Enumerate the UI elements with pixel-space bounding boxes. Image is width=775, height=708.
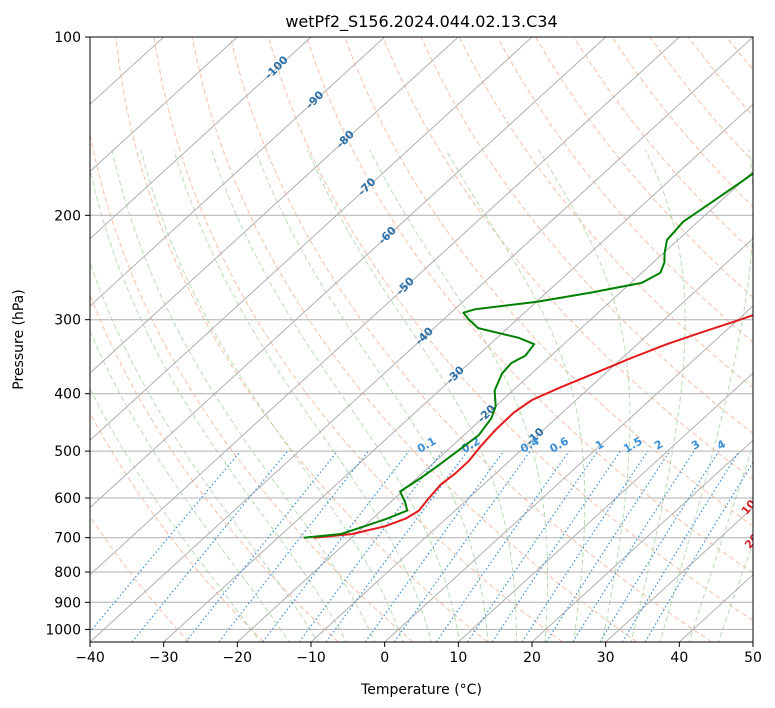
moist-adiabat-label: 20 [742, 531, 762, 551]
series-layer [303, 172, 753, 539]
mixing-ratio-line [90, 450, 242, 633]
y-tick-label: 200 [54, 208, 81, 224]
moist-adiabat [90, 329, 290, 642]
isotherm-line [457, 372, 753, 642]
mixing-ratio-line [262, 450, 410, 642]
mixing-ratio-line [572, 450, 695, 642]
isotherm-line [163, 103, 753, 642]
moist-adiabat [717, 542, 753, 642]
y-tick-label: 1000 [45, 622, 81, 638]
mixing-ratio-line [435, 450, 570, 642]
isotherm-line [90, 37, 459, 374]
mixing-ratio-line [364, 450, 505, 642]
isotherm-line [236, 170, 753, 642]
dry-adiabat [420, 37, 753, 435]
y-tick-label: 400 [54, 387, 81, 403]
moist-adiabat [538, 149, 631, 642]
x-axis-label: Temperature (°C) [360, 682, 482, 698]
moist-adiabat [659, 149, 753, 642]
isotherm-line [90, 37, 312, 240]
isotherm-line [605, 506, 753, 642]
moist-adiabat [111, 149, 376, 642]
moist-adiabat [140, 149, 404, 642]
y-tick-label: 500 [54, 444, 81, 460]
dewpoint-line [303, 172, 753, 539]
dry-adiabat [115, 37, 488, 642]
mixing-ratio-line [491, 450, 621, 642]
mixing-ratio-line [325, 450, 468, 642]
mixing-ratio-line [131, 450, 289, 642]
x-tick-label: 40 [670, 650, 688, 666]
chart-title: wetPf2_S156.2024.044.02.13.C34 [285, 12, 557, 32]
y-tick-label: 600 [54, 491, 81, 507]
isotherm-line [531, 439, 753, 642]
isotherm-line [90, 37, 238, 173]
dry-adiabat [153, 37, 563, 642]
x-tick-label: 10 [449, 650, 467, 666]
mixing-ratio-line [185, 450, 339, 642]
isotherm-line [90, 37, 533, 442]
moist-adiabat [630, 149, 686, 642]
axes: −40 −30 −20 −10 0 10 20 30 40 50 100 200 300 400 500 60… [45, 30, 762, 666]
isotherm-line [384, 305, 753, 642]
isotherm-line [90, 37, 753, 642]
plot-frame [89, 36, 754, 643]
moist-adiabat [210, 149, 461, 642]
x-tick-label: −20 [223, 650, 253, 666]
isotherm-line [310, 237, 753, 642]
x-tick-label: −40 [75, 650, 105, 666]
y-tick-label: 300 [54, 313, 81, 329]
mixing-ratio-line [393, 450, 531, 642]
moist-adiabat [688, 443, 753, 642]
mixing-ratio-line [545, 450, 671, 642]
moist-adiabat [306, 149, 517, 642]
dry-adiabat [268, 37, 753, 622]
dry-adiabat [382, 37, 753, 481]
x-tick-label: 20 [523, 650, 541, 666]
x-tick-label: 0 [380, 650, 389, 666]
y-tick-label: 700 [54, 531, 81, 547]
mixing-ratio-line [466, 450, 599, 642]
isotherm-line [90, 37, 386, 307]
temperature-line [313, 314, 753, 539]
x-tick-label: −30 [149, 650, 179, 666]
y-tick-label: 100 [54, 30, 81, 46]
mixing-ratio-line [521, 450, 649, 642]
dry-adiabat [90, 412, 264, 642]
x-tick-label: 30 [597, 650, 615, 666]
moist-adiabat [90, 260, 319, 642]
background-lines [90, 37, 753, 642]
dry-adiabat [496, 37, 753, 344]
moist-adiabat [254, 149, 489, 642]
isotherm-line [90, 37, 680, 576]
mixing-ratio-line [621, 450, 740, 642]
dry-adiabat [306, 37, 753, 574]
isotherm-line [90, 37, 607, 509]
dry-adiabat [535, 37, 753, 298]
y-tick-label: 800 [54, 565, 81, 581]
moist-adiabat [90, 387, 261, 642]
mixing-ratio-line [298, 450, 444, 642]
x-tick-label: 50 [744, 650, 762, 666]
y-axis-label: Pressure (hPa) [11, 289, 27, 389]
y-tick-label: 900 [54, 595, 81, 611]
x-tick-label: −10 [296, 650, 326, 666]
